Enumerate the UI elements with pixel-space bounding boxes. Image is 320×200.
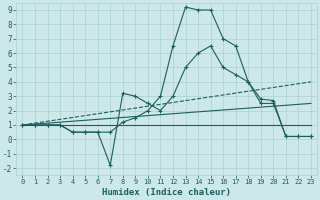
X-axis label: Humidex (Indice chaleur): Humidex (Indice chaleur) bbox=[102, 188, 231, 197]
